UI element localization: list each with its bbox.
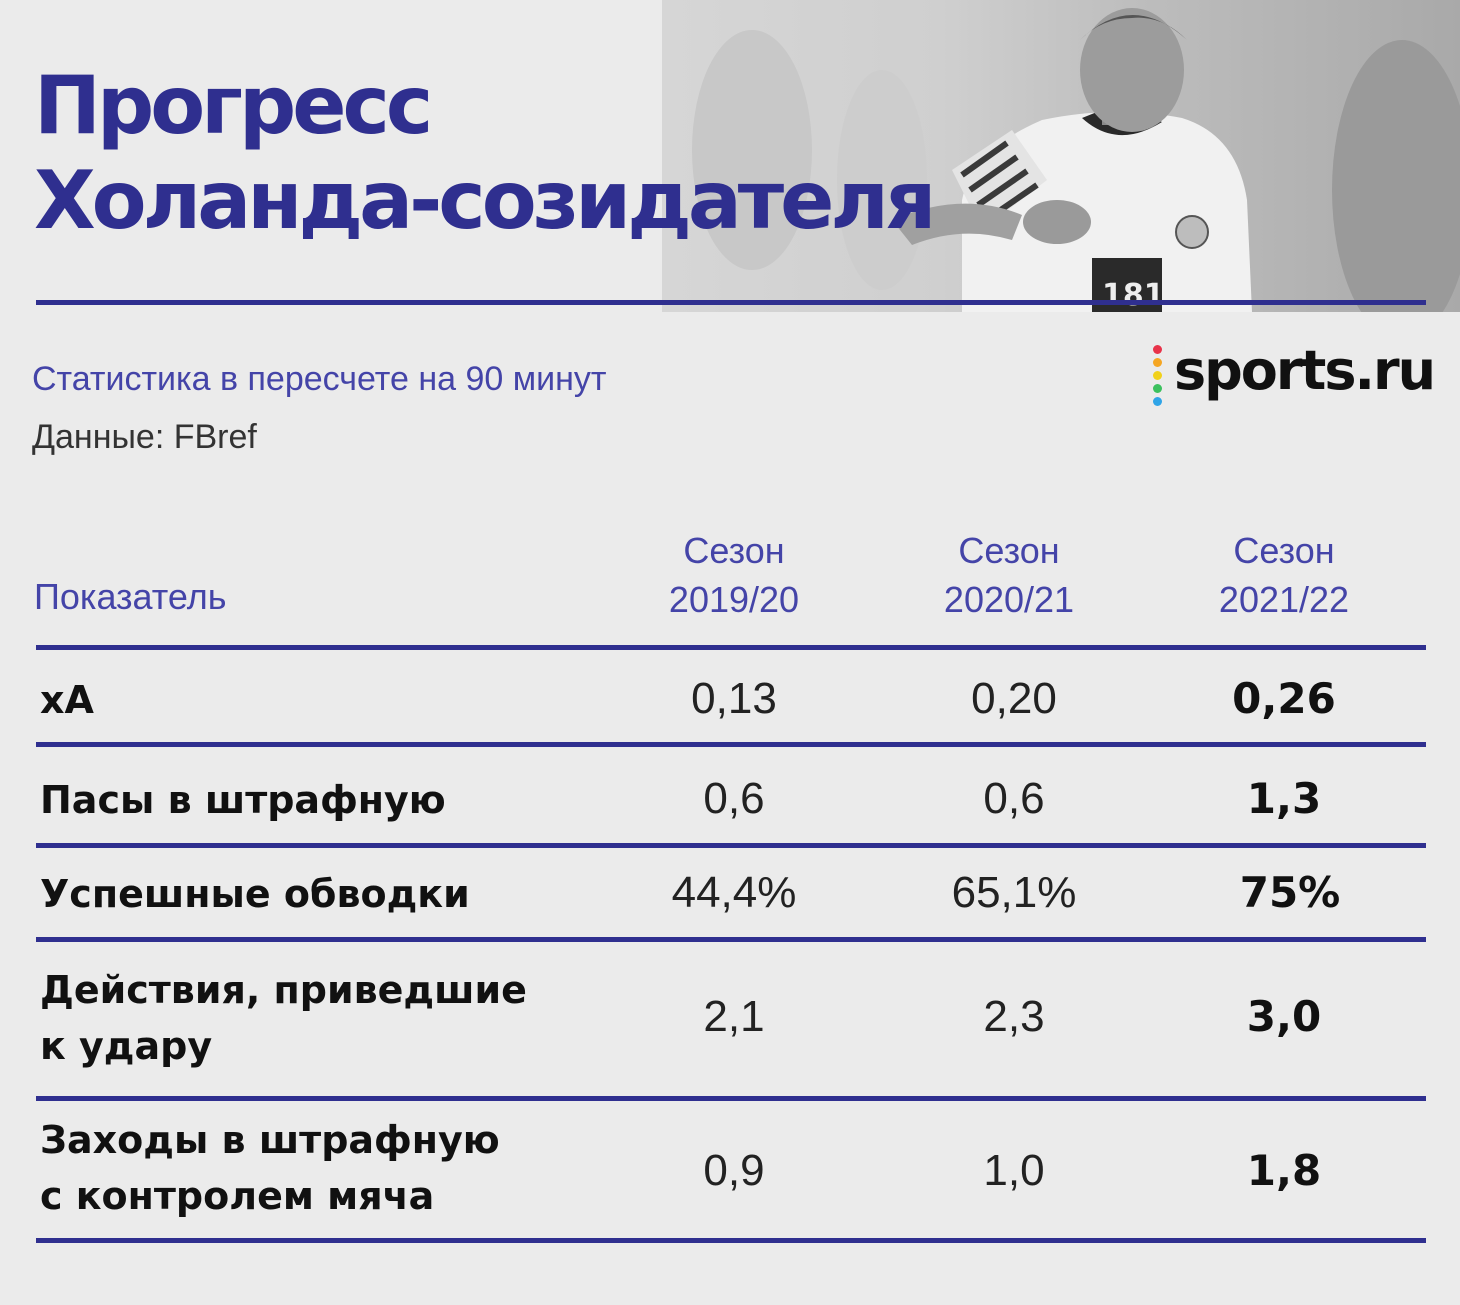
column-header-season-2: Сезон 2020/21	[879, 526, 1139, 624]
column-header-season-1: Сезон 2019/20	[604, 526, 864, 624]
row-label-line: Успешные обводки	[40, 872, 470, 916]
column-header-line: 2019/20	[668, 579, 800, 620]
row-label-line: с контролем мяча	[40, 1174, 435, 1218]
table-divider	[36, 645, 1426, 650]
table-cell: 0,6	[703, 774, 765, 823]
title-line-2: Холанда-созидателя	[34, 154, 936, 247]
logo-dot	[1153, 345, 1162, 354]
subtitle: Статистика в пересчете на 90 минут	[32, 360, 607, 398]
logo-dot	[1153, 371, 1162, 380]
title-line-1: Прогресс	[34, 59, 433, 152]
column-header-line: 2021/22	[1218, 579, 1350, 620]
table-cell: 65,1%	[951, 868, 1077, 917]
logo-dot	[1153, 358, 1162, 367]
title-divider	[36, 300, 1426, 305]
data-source: Данные: FBref	[32, 418, 257, 456]
table-divider	[36, 1096, 1426, 1101]
table-cell-highlight: 0,26	[1232, 674, 1336, 723]
logo-text: sports.ru	[1174, 339, 1436, 402]
player-photo: 181	[662, 0, 1460, 312]
table-cell: 0,20	[971, 674, 1057, 723]
row-label-line: Пасы в штрафную	[40, 778, 446, 822]
table-divider	[36, 937, 1426, 942]
table-cell-highlight: 1,8	[1246, 1146, 1322, 1195]
table-row-label: Заходы в штрафную с контролем мяча	[40, 1112, 500, 1224]
column-header-line: Сезон	[958, 530, 1060, 571]
column-header-season-3: Сезон 2021/22	[1154, 526, 1414, 624]
table-divider	[36, 742, 1426, 747]
logo-dot	[1153, 384, 1162, 393]
page-title: Прогресс Холанда-созидателя	[34, 58, 936, 248]
logo-dots-icon	[1153, 345, 1163, 411]
table-row-label: Пасы в штрафную	[40, 772, 446, 828]
table-cell: 2,1	[703, 992, 765, 1041]
table-cell: 0,6	[983, 774, 1045, 823]
table-cell-highlight: 3,0	[1246, 992, 1322, 1041]
table-cell: 0,13	[691, 674, 777, 723]
column-header-line: 2020/21	[943, 579, 1075, 620]
table-cell: 44,4%	[671, 868, 797, 917]
table-cell: 1,0	[983, 1146, 1045, 1195]
column-header-line: Сезон	[1233, 530, 1335, 571]
svg-text:181: 181	[1102, 278, 1165, 312]
table-row-label: Успешные обводки	[40, 866, 470, 922]
row-label-line: к удару	[40, 1024, 213, 1068]
table-cell-highlight: 75%	[1239, 868, 1341, 917]
row-label-line: xA	[40, 678, 94, 722]
table-row-label: Действия, приведшие к удару	[40, 962, 527, 1074]
table-cell-highlight: 1,3	[1246, 774, 1322, 823]
table-row-label: xA	[40, 672, 94, 728]
table-divider	[36, 843, 1426, 848]
row-label-line: Действия, приведшие	[40, 968, 527, 1012]
table-divider	[36, 1238, 1426, 1243]
column-header-line: Сезон	[683, 530, 785, 571]
table-cell: 2,3	[983, 992, 1045, 1041]
table-cell: 0,9	[703, 1146, 765, 1195]
column-header-metric: Показатель	[34, 576, 227, 617]
logo-dot	[1153, 397, 1162, 406]
row-label-line: Заходы в штрафную	[40, 1118, 500, 1162]
